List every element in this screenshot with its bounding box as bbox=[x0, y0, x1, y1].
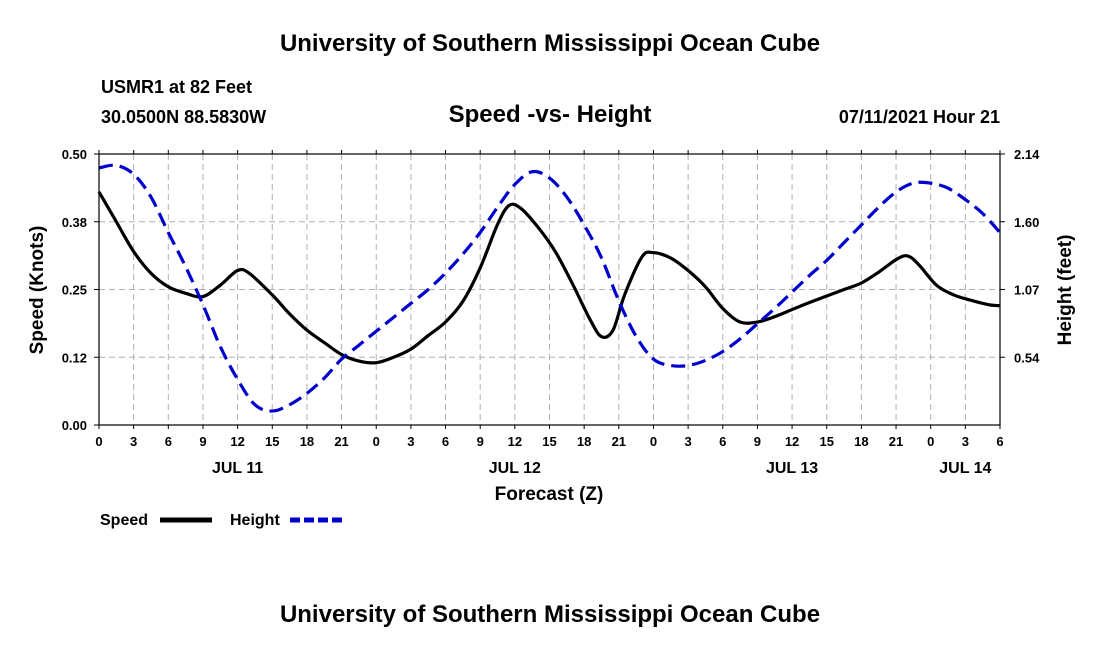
x-tick-label: 3 bbox=[130, 434, 137, 449]
x-tick-label: 12 bbox=[230, 434, 244, 449]
x-tick-label: 6 bbox=[165, 434, 172, 449]
series-line-speed bbox=[97, 191, 1001, 365]
x-tick-label: 18 bbox=[300, 434, 314, 449]
x-tick-label: 15 bbox=[542, 434, 556, 449]
x-day-label: JUL 11 bbox=[212, 460, 263, 477]
y-left-tick-label: 0.00 bbox=[62, 418, 87, 433]
ticks: 0 3 6 9 12 15 18 21 0 3 6 9 12 15 18 21 0 3 6 9 12 15 18 21 0 3 6J… bbox=[62, 147, 1040, 477]
page-title-top: University of Southern Mississippi Ocean… bbox=[279, 30, 821, 57]
x-day-label: JUL 13 bbox=[766, 460, 818, 477]
y-right-tick-label: 1.07 bbox=[1014, 283, 1039, 298]
legend-label-height: Height bbox=[230, 512, 280, 529]
y-left-tick-label: 0.12 bbox=[62, 350, 87, 365]
page-title-bottom: University of Southern Mississippi Ocean… bbox=[279, 601, 821, 628]
x-tick-label: 21 bbox=[612, 434, 626, 449]
grid bbox=[99, 154, 1000, 425]
legend-label-speed: Speed bbox=[100, 512, 148, 529]
x-tick-label: 0 bbox=[927, 434, 934, 449]
y-axis-right-title: Height (feet) bbox=[1055, 235, 1076, 346]
x-tick-label: 9 bbox=[477, 434, 484, 449]
x-tick-label: 3 bbox=[684, 434, 691, 449]
y-left-tick-label: 0.25 bbox=[62, 283, 87, 298]
x-tick-label: 9 bbox=[754, 434, 761, 449]
x-day-label: JUL 14 bbox=[939, 460, 991, 477]
date-label: 07/11/2021 Hour 21 bbox=[838, 107, 1000, 127]
x-tick-label: 12 bbox=[508, 434, 522, 449]
x-tick-label: 6 bbox=[719, 434, 726, 449]
x-tick-label: 21 bbox=[889, 434, 903, 449]
x-tick-label: 6 bbox=[996, 434, 1003, 449]
x-tick-label: 18 bbox=[577, 434, 591, 449]
x-tick-label: 3 bbox=[407, 434, 414, 449]
x-tick-label: 9 bbox=[199, 434, 206, 449]
coordinates-label: 30.0500N 88.5830W bbox=[101, 107, 267, 127]
legend: Speed Height bbox=[100, 512, 342, 529]
x-tick-label: 0 bbox=[373, 434, 380, 449]
y-left-tick-label: 0.50 bbox=[62, 147, 87, 162]
x-tick-label: 3 bbox=[962, 434, 969, 449]
x-tick-label: 21 bbox=[334, 434, 348, 449]
x-axis-title: Forecast (Z) bbox=[495, 484, 604, 505]
x-tick-label: 0 bbox=[650, 434, 657, 449]
series-layer bbox=[97, 163, 1002, 413]
y-right-tick-label: 0.54 bbox=[1014, 350, 1040, 365]
x-tick-label: 15 bbox=[265, 434, 279, 449]
x-day-label: JUL 12 bbox=[489, 460, 541, 477]
x-tick-label: 6 bbox=[442, 434, 449, 449]
x-tick-label: 18 bbox=[854, 434, 868, 449]
y-axis-left-title: Speed (Knots) bbox=[27, 226, 48, 355]
x-tick-label: 15 bbox=[819, 434, 833, 449]
x-tick-label: 0 bbox=[95, 434, 102, 449]
y-right-tick-label: 1.60 bbox=[1014, 215, 1039, 230]
series-line-height bbox=[98, 163, 1002, 413]
y-left-tick-label: 0.38 bbox=[62, 215, 87, 230]
chart-title: Speed -vs- Height bbox=[448, 101, 652, 128]
station-label: USMR1 at 82 Feet bbox=[101, 77, 253, 97]
y-right-tick-label: 2.14 bbox=[1014, 147, 1040, 162]
x-tick-label: 12 bbox=[785, 434, 799, 449]
